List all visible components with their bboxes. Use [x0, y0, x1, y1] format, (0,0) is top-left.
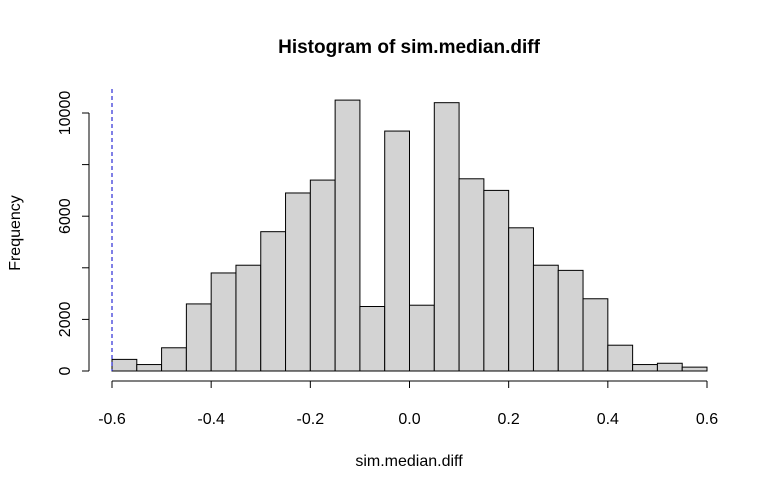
- y-axis: 0 2000 6000 10000: [57, 91, 90, 375]
- x-tick-label: -0.4: [197, 411, 225, 428]
- histogram-bar: [508, 227, 534, 372]
- histogram-bar: [185, 303, 212, 372]
- histogram-bar: [384, 130, 411, 372]
- histogram-bar: [235, 264, 262, 372]
- histogram-bar: [334, 99, 361, 372]
- histogram-bar: [681, 366, 708, 372]
- histogram-bar: [632, 364, 658, 372]
- chart-title: Histogram of sim.median.diff: [278, 37, 540, 58]
- histogram-bar: [557, 269, 584, 372]
- histogram-bar: [483, 189, 510, 372]
- histogram-bar: [285, 192, 311, 372]
- x-tick-label: 0.6: [696, 411, 718, 428]
- x-tick-label: 0.4: [597, 411, 619, 428]
- histogram-bar: [458, 178, 485, 372]
- y-axis-label: Frequency: [7, 195, 24, 271]
- x-axis-label: sim.median.diff: [355, 453, 463, 470]
- x-tick-label: -0.2: [297, 411, 325, 428]
- histogram-bar: [210, 272, 237, 372]
- bars-group: [111, 99, 708, 372]
- histogram-bar: [433, 102, 460, 372]
- histogram-bar: [359, 306, 386, 372]
- histogram-bar: [260, 231, 287, 372]
- y-tick-label: 6000: [57, 198, 74, 234]
- x-tick-label: -0.6: [98, 411, 126, 428]
- x-tick-label: 0.2: [498, 411, 520, 428]
- histogram-bar: [532, 264, 559, 372]
- histogram-bar: [656, 362, 683, 372]
- histogram-bar: [607, 344, 634, 372]
- histogram-bar: [309, 179, 336, 372]
- histogram-bar: [136, 364, 163, 372]
- x-tick-label: 0.0: [398, 411, 420, 428]
- histogram-bar: [409, 304, 435, 372]
- histogram-bar: [161, 347, 187, 372]
- y-tick-label: 0: [57, 366, 74, 375]
- x-axis: -0.6 -0.4 -0.2 0.0 0.2 0.4 0.6: [98, 380, 718, 428]
- y-tick-label: 2000: [57, 302, 74, 338]
- histogram-bar: [582, 298, 609, 372]
- histogram-bar: [111, 358, 138, 372]
- y-tick-label: 10000: [57, 91, 74, 136]
